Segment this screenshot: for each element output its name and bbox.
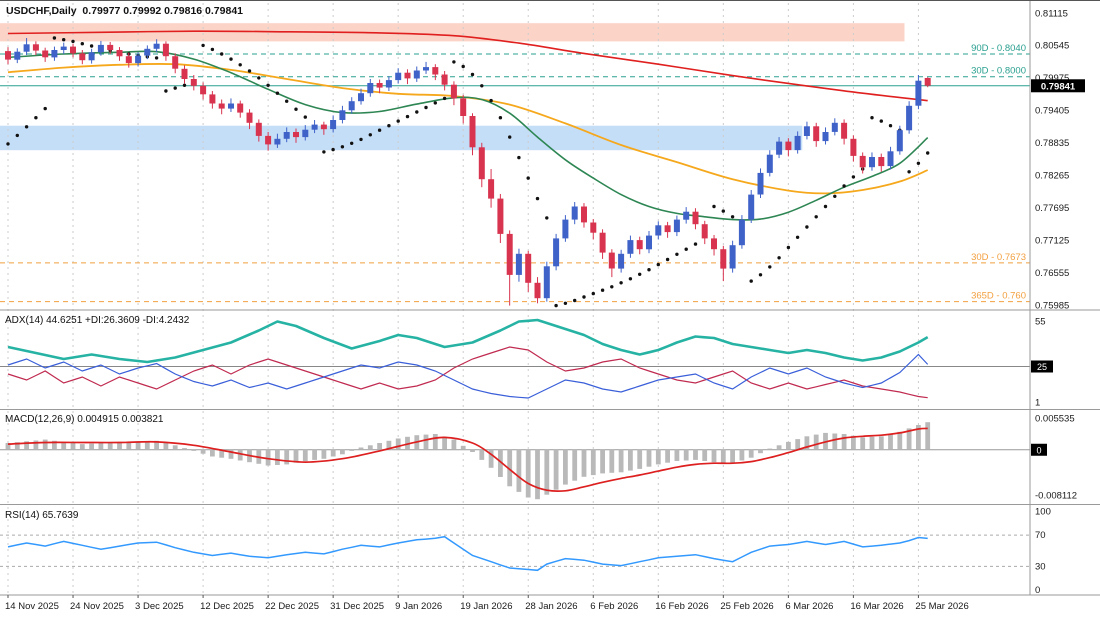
svg-text:0: 0 <box>1036 445 1041 455</box>
svg-text:0.79841: 0.79841 <box>1041 81 1076 92</box>
price-zones <box>0 23 905 151</box>
supply-zone <box>0 23 905 42</box>
minus-di-line <box>7 346 928 399</box>
svg-text:19 Jan 2026: 19 Jan 2026 <box>460 601 512 612</box>
svg-text:0.78835: 0.78835 <box>1035 138 1069 149</box>
svg-text:25 Feb 2026: 25 Feb 2026 <box>720 601 773 612</box>
svg-text:16 Feb 2026: 16 Feb 2026 <box>655 601 708 612</box>
svg-text:6 Feb 2026: 6 Feb 2026 <box>590 601 638 612</box>
svg-text:28 Jan 2026: 28 Jan 2026 <box>525 601 577 612</box>
demand-zone <box>0 125 803 151</box>
panel-separators <box>0 1 1100 596</box>
svg-text:100: 100 <box>1035 507 1051 518</box>
svg-text:70: 70 <box>1035 530 1046 541</box>
candlesticks <box>5 38 931 306</box>
parabolic-sar-dots <box>6 36 930 308</box>
svg-text:90D - 0.8040: 90D - 0.8040 <box>971 43 1026 54</box>
svg-text:30D - 0.8000: 30D - 0.8000 <box>971 66 1026 77</box>
svg-text:6 Mar 2026: 6 Mar 2026 <box>785 601 833 612</box>
macd-panel <box>0 422 1030 500</box>
svg-text:25 Mar 2026: 25 Mar 2026 <box>915 601 968 612</box>
plus-di-line <box>7 353 929 399</box>
svg-text:0.77695: 0.77695 <box>1035 203 1069 214</box>
svg-text:0.76555: 0.76555 <box>1035 268 1069 279</box>
svg-text:9 Jan 2026: 9 Jan 2026 <box>395 601 442 612</box>
rsi-panel <box>0 534 1030 572</box>
svg-text:0: 0 <box>1035 585 1040 596</box>
svg-text:22 Dec 2025: 22 Dec 2025 <box>265 601 319 612</box>
horizontal-level-lines: 90D - 0.8040 30D - 0.8000 30D - 0.7673 365D… <box>0 43 1030 303</box>
svg-text:24 Nov 2025: 24 Nov 2025 <box>70 601 124 612</box>
svg-text:30D - 0.7673: 30D - 0.7673 <box>971 252 1026 263</box>
grid-vertical-lines <box>7 3 919 595</box>
svg-text:0.81115: 0.81115 <box>1035 8 1068 19</box>
svg-text:0.79405: 0.79405 <box>1035 106 1069 117</box>
adx-panel <box>0 318 1030 399</box>
svg-text:16 Mar 2026: 16 Mar 2026 <box>850 601 903 612</box>
current-price-box <box>1031 79 1085 93</box>
svg-text:-0.008112: -0.008112 <box>1035 490 1077 501</box>
svg-text:25: 25 <box>1037 362 1047 372</box>
price-scale: 0.81115 0.80545 0.79975 0.79405 0.78835 0.782… <box>1031 8 1085 596</box>
svg-text:0.77125: 0.77125 <box>1035 235 1069 246</box>
macd-signal-line <box>7 427 928 492</box>
svg-text:30: 30 <box>1035 561 1046 572</box>
svg-text:0.80545: 0.80545 <box>1035 41 1069 52</box>
svg-text:365D - 0.760: 365D - 0.760 <box>971 291 1026 302</box>
svg-text:1: 1 <box>1035 398 1040 409</box>
time-axis: 14 Nov 2025 24 Nov 2025 3 Dec 2025 12 Dec 2… <box>5 595 969 612</box>
rsi-line <box>7 535 928 572</box>
svg-text:0.79975: 0.79975 <box>1035 73 1069 84</box>
svg-text:0.75985: 0.75985 <box>1035 300 1069 311</box>
ma-red-slow <box>7 30 928 102</box>
svg-text:14 Nov 2025: 14 Nov 2025 <box>5 601 59 612</box>
svg-text:31 Dec 2025: 31 Dec 2025 <box>330 601 384 612</box>
moving-averages <box>7 30 929 221</box>
svg-text:0.005535: 0.005535 <box>1035 414 1075 425</box>
svg-text:3 Dec 2025: 3 Dec 2025 <box>135 601 184 612</box>
svg-text:12 Dec 2025: 12 Dec 2025 <box>200 601 254 612</box>
svg-text:55: 55 <box>1035 317 1046 328</box>
svg-text:0.78265: 0.78265 <box>1035 171 1069 182</box>
adx-line <box>7 318 929 364</box>
ma-green-fast <box>7 50 929 221</box>
